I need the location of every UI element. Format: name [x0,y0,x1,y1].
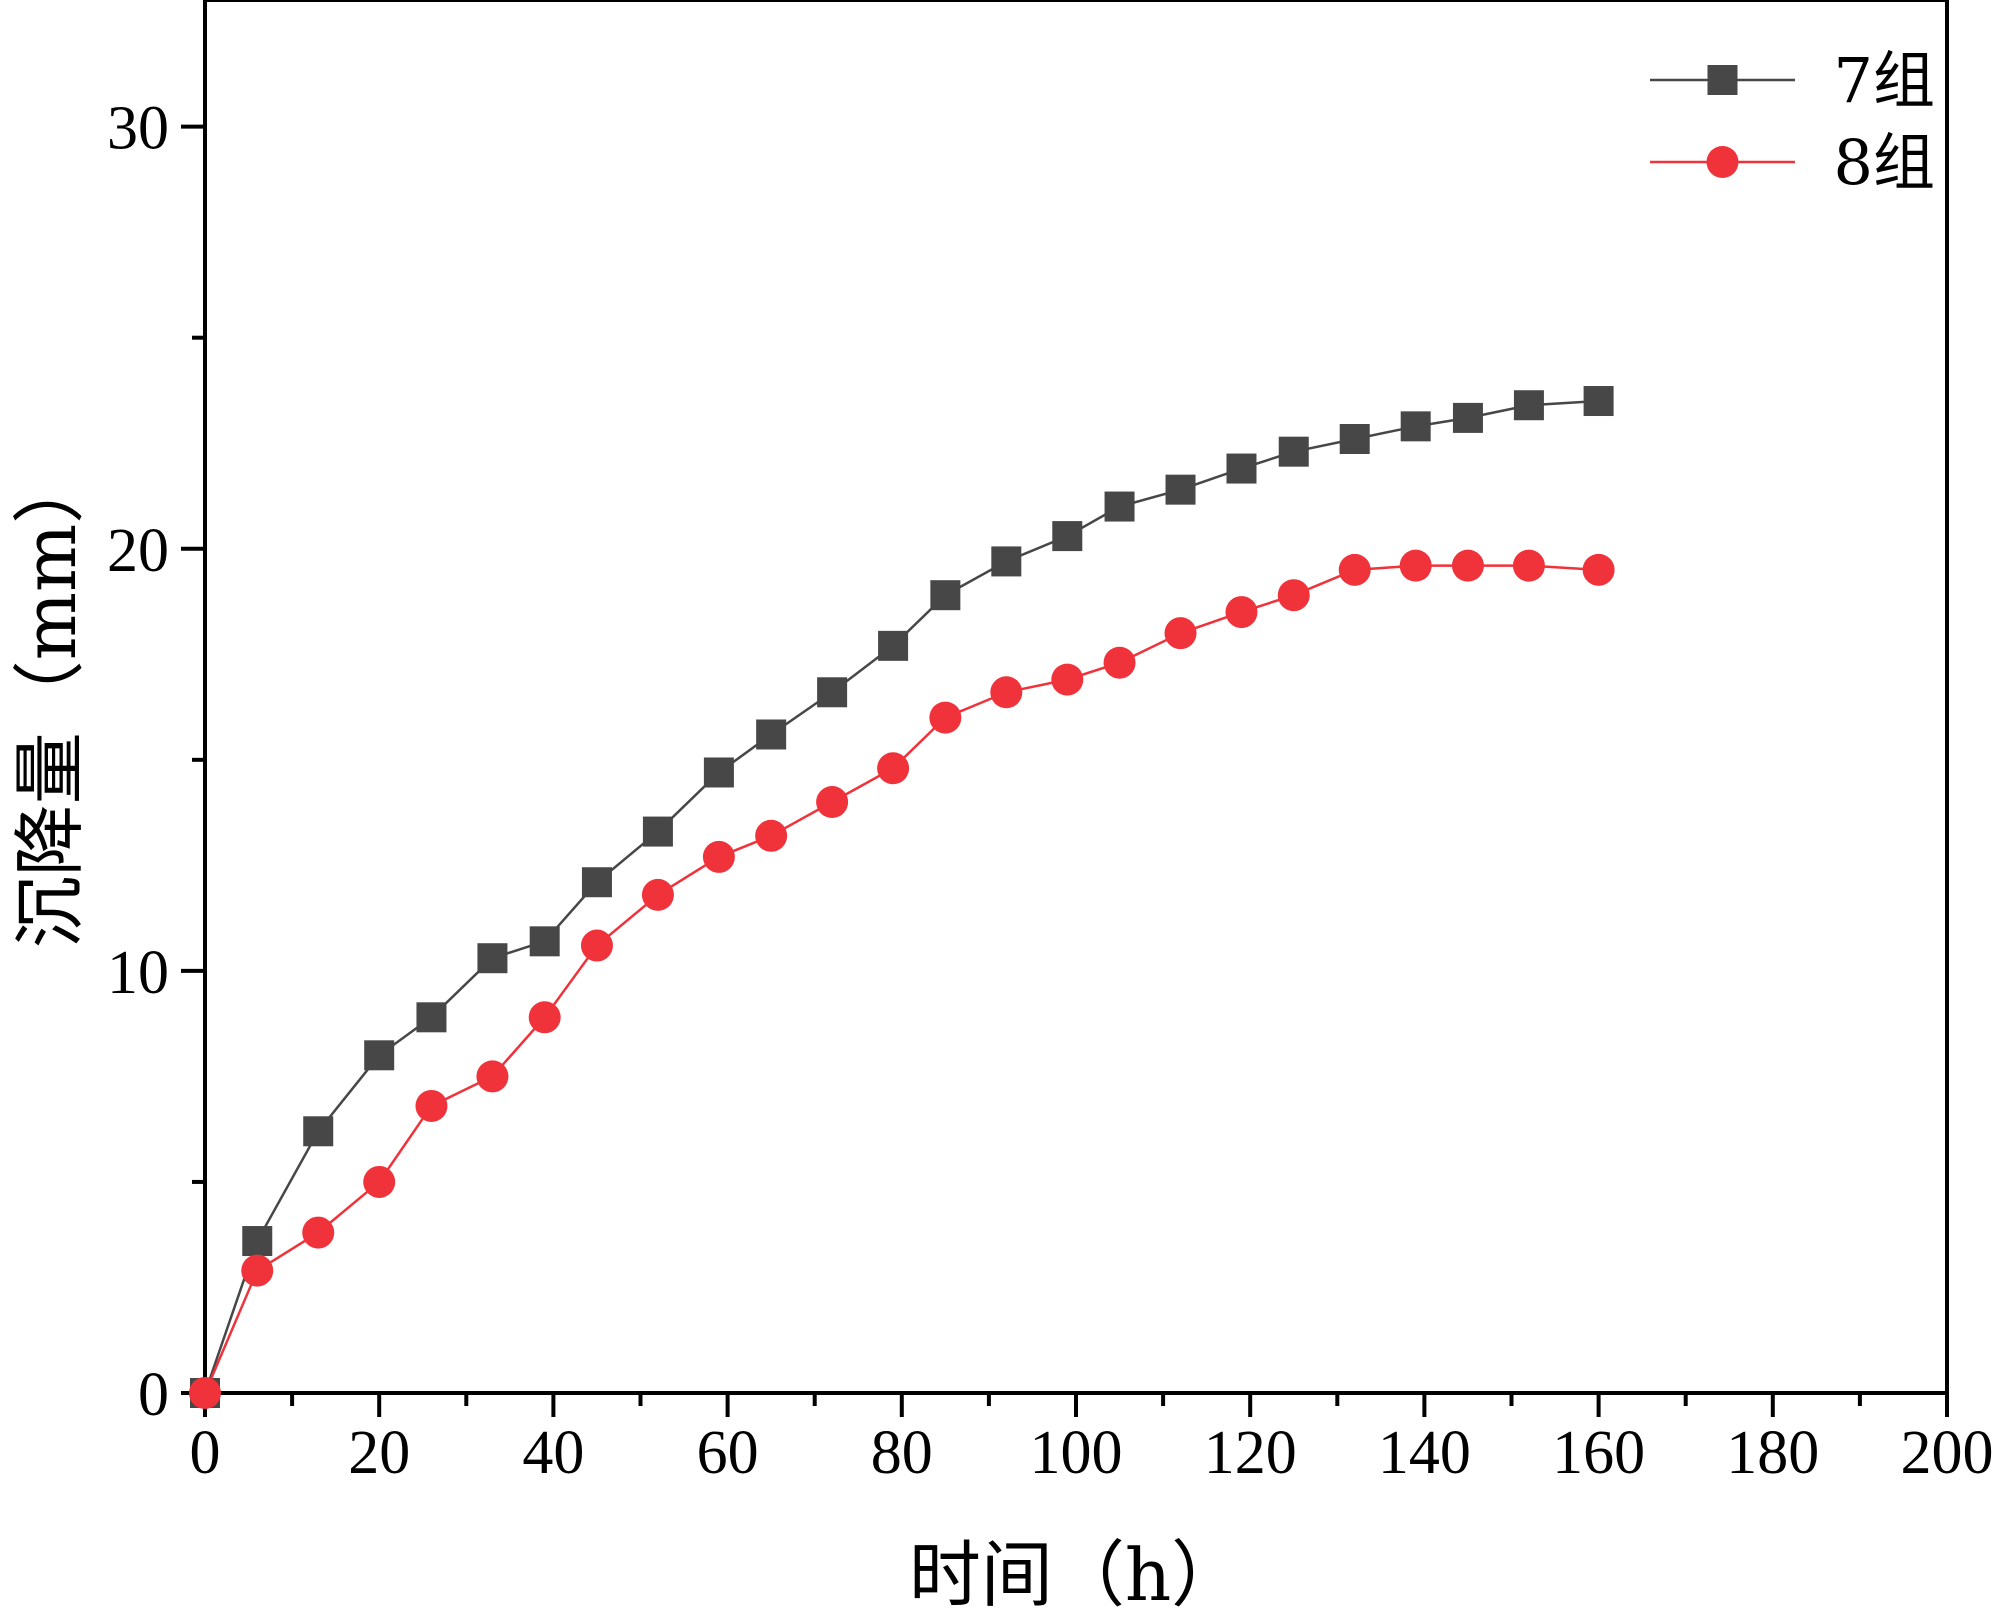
data-point-circle [990,676,1023,709]
data-point-square [581,867,612,898]
plot-frame [203,0,1949,1395]
data-point-circle [476,1060,509,1093]
data-point-square [1400,411,1431,442]
data-point-circle [1399,549,1432,582]
data-point-square [1226,453,1257,484]
data-point-circle [641,878,674,911]
data-point-square [991,546,1022,577]
x-tick-label: 140 [1378,1419,1471,1487]
x-tick-label: 160 [1552,1419,1645,1487]
data-point-square [1583,386,1614,417]
x-tick-label: 180 [1726,1419,1819,1487]
x-tick-label: 40 [522,1419,584,1487]
x-tick-label: 20 [348,1419,410,1487]
y-tick-label: 30 [107,95,169,163]
data-point-circle [1582,553,1615,586]
y-tick-label: 20 [107,517,169,585]
data-point-square [364,1040,395,1071]
data-point-circle [580,929,613,962]
data-point-circle [363,1165,396,1198]
x-tick-label: 60 [697,1419,759,1487]
data-point-circle [877,752,910,785]
data-point-square [1339,424,1370,455]
data-point-circle [702,840,735,873]
series-1 [190,386,1614,1408]
data-point-square [1452,402,1483,433]
data-point-circle [929,701,962,734]
x-tick-label: 200 [1901,1419,1994,1487]
data-point-square [878,630,909,661]
data-point-circle [1051,663,1084,696]
data-point-square [242,1226,273,1257]
x-tick-label: 80 [871,1419,933,1487]
data-point-circle [816,786,849,819]
x-tick-label: 120 [1204,1419,1297,1487]
x-tick-label: 100 [1030,1419,1123,1487]
x-axis-title: 时间（h） [909,1533,1243,1617]
series-line [203,564,1599,1394]
data-point-square [930,580,961,611]
x-axis: 0 20 40 60 80 100 120 140 160 180 200 [190,1393,1994,1487]
data-point-square [303,1116,334,1147]
legend-label: 7组 [1834,44,1935,117]
y-axis: 0 10 20 30 [107,95,205,1429]
data-point-circle [1164,617,1197,650]
data-point-circle [189,1377,221,1409]
series-line [203,399,1599,1394]
data-point-square [1513,390,1544,421]
series-2 [189,549,1615,1409]
data-point-square [1165,474,1196,505]
data-point-circle [1512,549,1545,582]
data-point-square [817,677,848,708]
x-tick-label: 0 [190,1419,221,1487]
y-tick-label: 10 [107,939,169,1007]
legend-marker-circle [1706,146,1739,178]
data-point-square [642,816,673,847]
data-point-square [1052,521,1083,552]
data-point-circle [1225,596,1258,629]
data-point-circle [241,1254,274,1287]
data-point-square [1104,491,1135,522]
data-series [189,386,1615,1409]
data-point-square [416,1002,447,1033]
data-point-circle [1277,579,1310,612]
data-point-circle [1451,549,1484,582]
y-axis-title: 沉降量（mm） [8,452,92,949]
y-tick-label: 0 [138,1361,169,1429]
legend-marker-square [1707,65,1738,95]
data-point-square [1278,436,1309,467]
data-point-square [529,926,560,957]
data-point-square [703,757,734,788]
data-point-circle [302,1216,335,1249]
legend-label: 8组 [1834,126,1935,199]
data-point-circle [1103,646,1136,679]
data-point-circle [755,819,788,852]
data-point-circle [1338,553,1371,586]
data-point-square [477,943,508,974]
data-point-circle [415,1089,448,1122]
data-point-circle [528,1001,561,1034]
data-point-square [756,719,787,750]
